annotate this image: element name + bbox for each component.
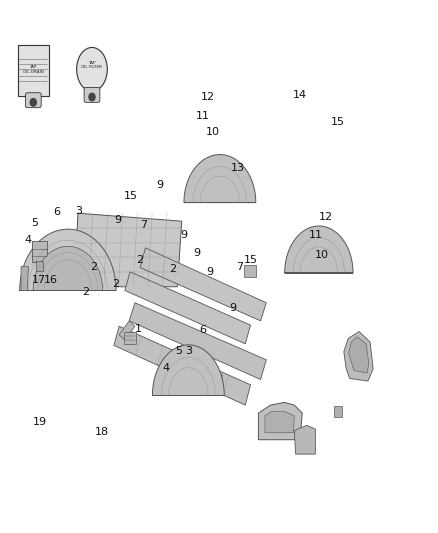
Polygon shape xyxy=(334,406,342,417)
Text: 4: 4 xyxy=(25,235,32,245)
Text: 17: 17 xyxy=(32,275,46,285)
Text: 16: 16 xyxy=(43,275,57,285)
Polygon shape xyxy=(140,248,266,321)
Polygon shape xyxy=(294,425,315,454)
Text: 10: 10 xyxy=(205,127,219,137)
Text: 2: 2 xyxy=(91,262,98,271)
Polygon shape xyxy=(258,402,302,440)
Polygon shape xyxy=(33,246,102,290)
Text: 9: 9 xyxy=(180,230,187,239)
Polygon shape xyxy=(32,241,47,262)
Polygon shape xyxy=(349,337,369,373)
Text: 9: 9 xyxy=(156,181,163,190)
Ellipse shape xyxy=(77,47,107,91)
Polygon shape xyxy=(265,411,294,433)
Text: 11: 11 xyxy=(308,230,322,239)
Text: 12: 12 xyxy=(319,213,333,222)
Text: 14: 14 xyxy=(293,90,307,100)
Text: 4: 4 xyxy=(163,363,170,373)
Circle shape xyxy=(89,93,95,101)
Text: 9: 9 xyxy=(114,215,121,224)
Polygon shape xyxy=(21,266,28,290)
Polygon shape xyxy=(124,332,136,344)
Circle shape xyxy=(30,99,36,106)
FancyBboxPatch shape xyxy=(18,45,49,96)
Text: TAP
OIL FILTER: TAP OIL FILTER xyxy=(81,61,102,69)
Text: 2: 2 xyxy=(113,279,120,288)
Polygon shape xyxy=(244,265,256,277)
Polygon shape xyxy=(114,326,251,405)
Text: 13: 13 xyxy=(230,163,244,173)
Polygon shape xyxy=(20,229,116,290)
Text: 5: 5 xyxy=(175,346,182,356)
Text: 15: 15 xyxy=(124,191,138,201)
Text: 10: 10 xyxy=(315,250,329,260)
Polygon shape xyxy=(184,155,256,203)
Text: 2: 2 xyxy=(137,255,144,265)
Text: 15: 15 xyxy=(331,117,345,126)
Text: 11: 11 xyxy=(195,111,209,121)
Text: 2: 2 xyxy=(170,264,177,274)
Text: 9: 9 xyxy=(230,303,237,313)
Text: 12: 12 xyxy=(201,92,215,102)
FancyBboxPatch shape xyxy=(25,93,41,108)
Text: 9: 9 xyxy=(207,267,214,277)
Polygon shape xyxy=(36,261,43,271)
Polygon shape xyxy=(166,349,182,369)
Text: 6: 6 xyxy=(53,207,60,217)
Polygon shape xyxy=(152,345,224,395)
Polygon shape xyxy=(344,332,373,381)
Text: 7: 7 xyxy=(237,262,244,271)
FancyBboxPatch shape xyxy=(84,87,100,102)
Text: 1: 1 xyxy=(134,325,141,334)
Text: 9: 9 xyxy=(194,248,201,258)
Polygon shape xyxy=(285,226,353,273)
Polygon shape xyxy=(74,213,182,287)
Text: 3: 3 xyxy=(75,206,82,215)
Text: 2: 2 xyxy=(82,287,89,297)
Polygon shape xyxy=(207,370,223,390)
Polygon shape xyxy=(125,272,251,344)
Text: 3: 3 xyxy=(185,346,192,356)
Text: 7: 7 xyxy=(140,220,147,230)
Text: 5: 5 xyxy=(32,218,39,228)
Text: 18: 18 xyxy=(95,427,109,437)
Polygon shape xyxy=(119,321,135,340)
Text: TAP
OIL DRAIN: TAP OIL DRAIN xyxy=(23,65,44,74)
Text: 15: 15 xyxy=(244,255,258,265)
Polygon shape xyxy=(129,303,266,379)
Text: 6: 6 xyxy=(199,326,206,335)
Text: 19: 19 xyxy=(33,417,47,427)
